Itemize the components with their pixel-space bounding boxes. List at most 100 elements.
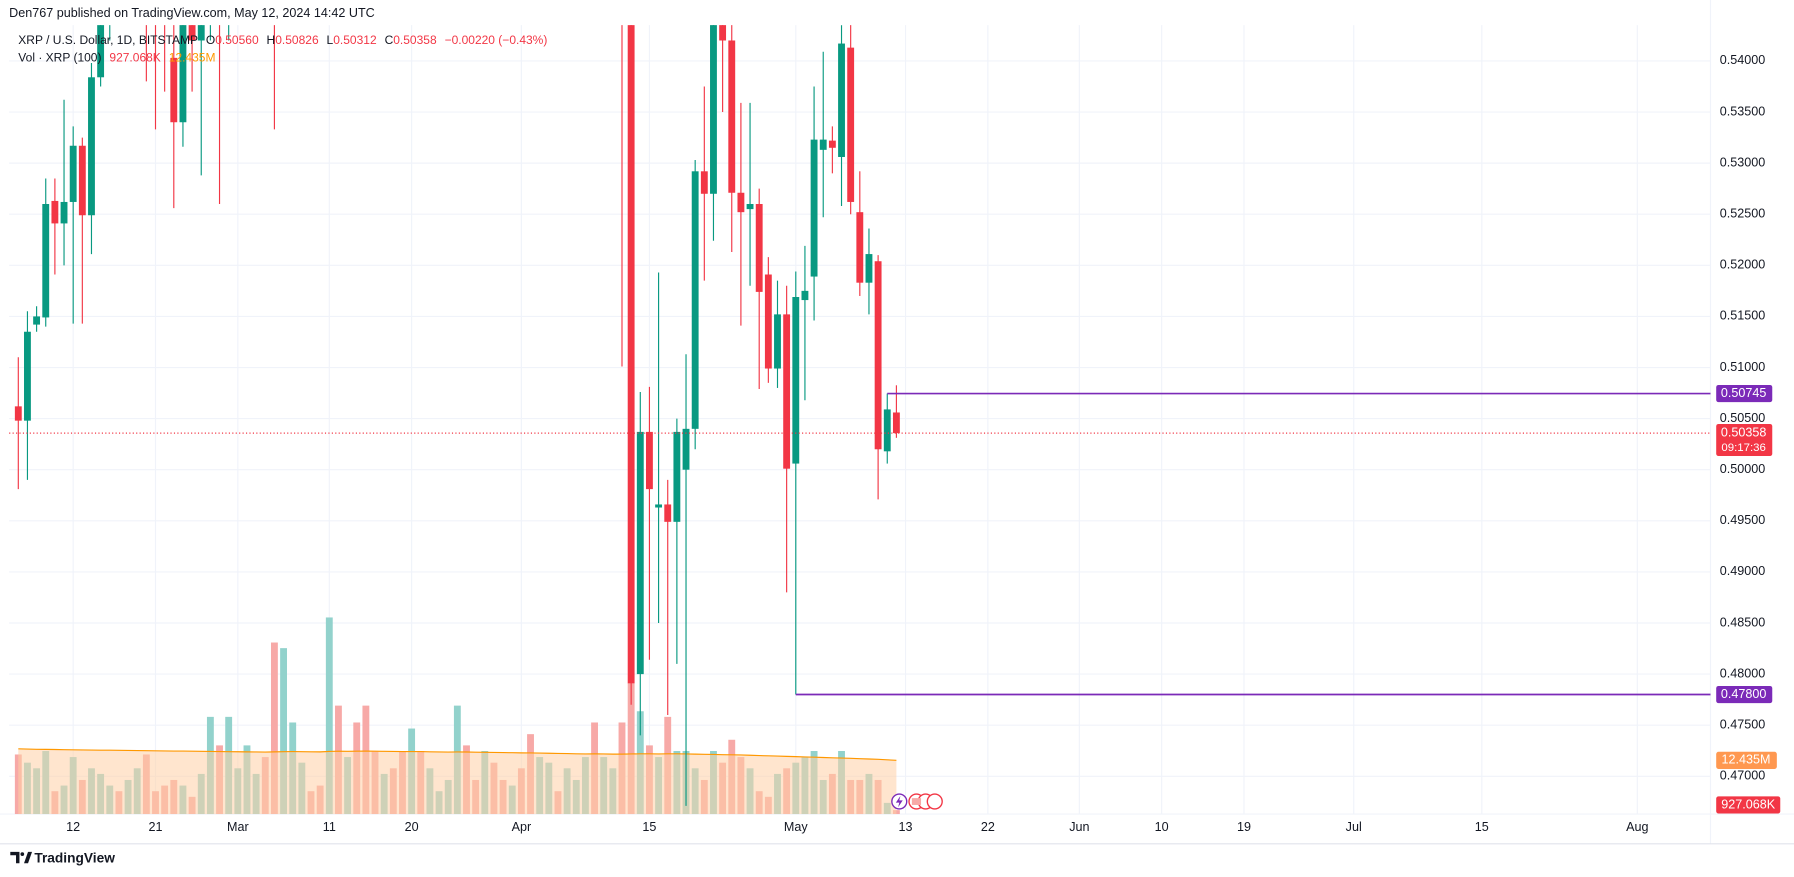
x-tick-label: 12 <box>66 820 80 834</box>
x-tick-label: 20 <box>405 820 419 834</box>
x-tick-label: Apr <box>512 820 532 834</box>
y-tick-label: 0.54000 <box>1720 53 1765 67</box>
candle-body <box>197 25 205 41</box>
y-tick-label: 0.50000 <box>1720 462 1765 476</box>
x-tick-label: Mar <box>227 820 249 834</box>
candle-body <box>892 412 900 434</box>
candle-body <box>737 192 745 213</box>
y-tick-label: 0.47000 <box>1720 769 1765 783</box>
candle-body <box>700 171 708 194</box>
legend-symbol: XRP / U.S. Dollar, 1D, BITSTAMP <box>18 33 198 47</box>
candle-body <box>874 261 882 450</box>
overlay: 0.47000 0.47500 0.48000 0.48500 0.49000 0.495… <box>9 53 1781 834</box>
candle-body <box>774 314 781 369</box>
candle-body <box>828 140 836 148</box>
candle-body <box>636 431 644 675</box>
candle-body <box>755 203 763 292</box>
event-icon-glyph <box>895 795 903 808</box>
x-tick-label: 22 <box>981 820 995 834</box>
logo-dot <box>20 852 25 856</box>
y-tick-label: 0.51000 <box>1720 360 1765 374</box>
x-tick-label: May <box>784 820 808 834</box>
candle-body <box>792 296 800 464</box>
legend-o: 0.50560 <box>215 33 259 47</box>
candle-body <box>627 25 635 684</box>
candle-body <box>69 145 77 202</box>
candle-body <box>764 274 772 369</box>
candle-body <box>801 290 809 301</box>
volume-label: 927.068K <box>1721 797 1775 811</box>
volume-legend-value: 927.068K <box>109 50 160 64</box>
candle-body <box>646 431 653 490</box>
y-tick-label: 0.52000 <box>1720 258 1765 272</box>
candle-body <box>170 57 178 123</box>
y-tick-label: 0.53500 <box>1720 104 1765 118</box>
footer-brand: TradingView <box>34 850 115 865</box>
legend-change: −0.00220 (−0.43%) <box>445 33 548 47</box>
current-price-label: 0.50358 <box>1721 425 1766 439</box>
y-tick-label: 0.51500 <box>1720 309 1765 323</box>
volume-bar <box>280 648 287 815</box>
volume-ma-label: 12.435M <box>1721 753 1770 767</box>
candle-body <box>673 431 681 522</box>
legend-l-label: L <box>327 33 334 47</box>
volume-ma-area <box>18 748 897 815</box>
candle-body <box>856 212 864 283</box>
volume-legend: Vol · XRP (100) 927.068K 12.435M <box>18 50 215 64</box>
legend-o-label: O <box>206 33 215 47</box>
x-tick-label: 15 <box>1475 820 1489 834</box>
volume-bar <box>627 682 635 815</box>
x-tick-label: 15 <box>642 820 656 834</box>
y-tick-label: 0.48000 <box>1720 666 1765 680</box>
candle-body <box>188 25 196 41</box>
candle-body <box>746 203 754 210</box>
volume-bar <box>270 642 278 815</box>
candle-body <box>14 406 22 421</box>
candle-body <box>664 504 672 522</box>
candle-body <box>819 139 827 150</box>
legend-line: XRP / U.S. Dollar, 1D, BITSTAMP O0.50560… <box>18 33 547 47</box>
y-tick-label: 0.48500 <box>1720 615 1765 629</box>
event-icon <box>926 793 943 810</box>
candle-body <box>88 77 95 216</box>
x-tick-label: Jul <box>1346 820 1362 834</box>
candle-body <box>24 331 31 421</box>
candle-body <box>810 139 818 277</box>
price-label: 0.50745 <box>1721 386 1766 400</box>
volume-box <box>1716 796 1781 814</box>
price-label-box <box>1716 384 1773 403</box>
candle-body <box>682 428 690 470</box>
candle-body <box>97 25 105 78</box>
candle-body <box>33 316 41 325</box>
current-price-box <box>1716 423 1773 456</box>
volume-pane <box>14 617 900 815</box>
candle-body <box>847 47 855 202</box>
candle-body <box>838 43 845 157</box>
candle-body <box>783 314 791 469</box>
candle-body <box>710 25 717 194</box>
x-tick-label: 13 <box>899 820 913 834</box>
volume-ma-line <box>18 748 897 761</box>
candle-body <box>883 409 891 452</box>
candle-body <box>691 171 699 429</box>
x-tick-label: Aug <box>1626 820 1648 834</box>
y-tick-label: 0.53000 <box>1720 155 1765 169</box>
brand-logo <box>10 851 33 864</box>
logo-mark <box>10 851 20 864</box>
y-tick-label: 0.49000 <box>1720 564 1765 578</box>
countdown-label: 09:17:36 <box>1721 442 1765 454</box>
x-tick-label: 19 <box>1237 820 1251 834</box>
x-tick-label: 10 <box>1155 820 1169 834</box>
logo-mark <box>24 851 33 864</box>
candle-body <box>51 200 59 224</box>
published-note: Den767 published on TradingView.com, May… <box>9 6 375 20</box>
legend-c: 0.50358 <box>393 33 437 47</box>
price-label: 0.47800 <box>1721 687 1766 701</box>
y-tick-label: 0.47500 <box>1720 718 1765 732</box>
legend-h-label: H <box>267 33 276 47</box>
x-tick-label: 21 <box>149 820 163 834</box>
x-tick-label: Jun <box>1069 820 1089 834</box>
